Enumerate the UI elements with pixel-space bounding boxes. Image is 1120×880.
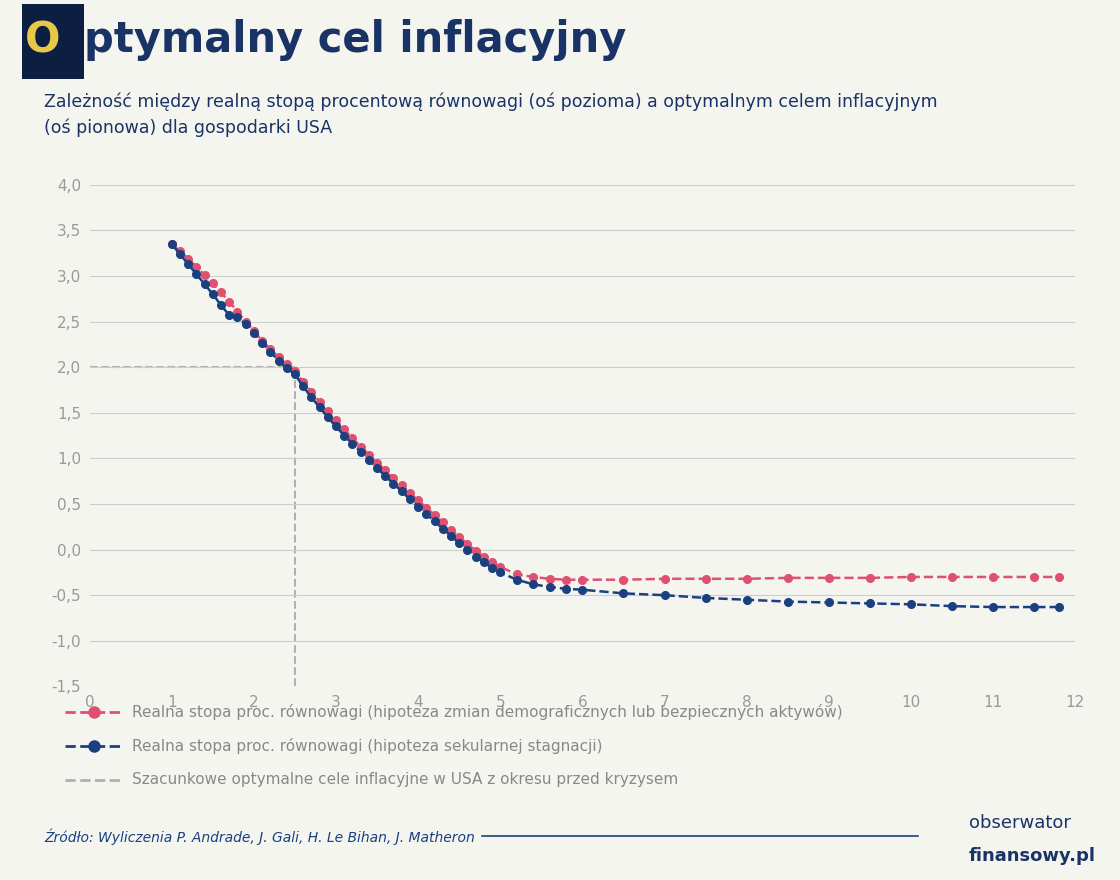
Text: Zależność między realną stopą procentową równowagi (oś pozioma) a optymalnym cel: Zależność między realną stopą procentową…: [44, 92, 937, 136]
Text: obserwator: obserwator: [969, 814, 1071, 832]
Text: Szacunkowe optymalne cele inflacyjne w USA z okresu przed kryzysem: Szacunkowe optymalne cele inflacyjne w U…: [132, 772, 679, 787]
Text: finansowy.pl: finansowy.pl: [969, 847, 1095, 865]
Bar: [22, 4, 84, 79]
Text: O: O: [25, 19, 60, 61]
Text: Realna stopa proc. równowagi (hipoteza sekularnej stagnacji): Realna stopa proc. równowagi (hipoteza s…: [132, 737, 603, 753]
Text: ptymalny cel inflacyjny: ptymalny cel inflacyjny: [84, 19, 626, 61]
Text: Źródło: Wyliczenia P. Andrade, J. Gali, H. Le Bihan, J. Matheron: Źródło: Wyliczenia P. Andrade, J. Gali, …: [45, 828, 476, 845]
Text: Realna stopa proc. równowagi (hipoteza zmian demograficznych lub bezpiecznych ak: Realna stopa proc. równowagi (hipoteza z…: [132, 704, 843, 720]
